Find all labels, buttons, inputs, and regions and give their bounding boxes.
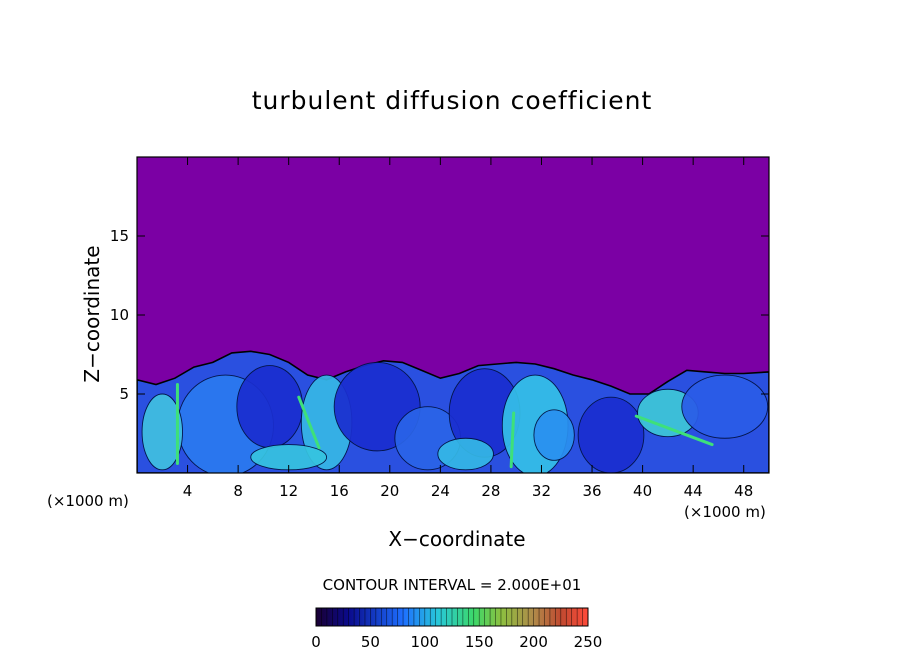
x-tick-label: 44 <box>684 482 703 500</box>
eddy-8 <box>577 396 645 473</box>
chart-title: turbulent diffusion coefficient <box>251 86 653 115</box>
x-tick-label: 36 <box>582 482 601 500</box>
x-axis-label: X−coordinate <box>388 527 526 551</box>
y-tick-label: 5 <box>119 385 129 403</box>
x-tick-label: 24 <box>431 482 450 500</box>
eddy-7 <box>533 409 575 461</box>
colorbar-tick-labels: 0 50 100 150 200 250 <box>311 633 602 651</box>
x-tick-label: 40 <box>633 482 652 500</box>
colorbar-tick-label: 200 <box>519 633 548 651</box>
x-tick-label: 4 <box>183 482 193 500</box>
eddy-12 <box>437 437 494 471</box>
turbulent-layer <box>137 350 769 473</box>
eddy-1 <box>236 365 304 449</box>
y-tick-label: 10 <box>110 306 129 324</box>
high-diffusion-streak-2 <box>509 411 516 469</box>
plot-area <box>136 156 770 474</box>
colorbar-tick-label: 100 <box>410 633 439 651</box>
x-tick-label: 8 <box>233 482 243 500</box>
x-tick-label: 28 <box>481 482 500 500</box>
x-tick-label: 12 <box>279 482 298 500</box>
colorbar-tick-label: 0 <box>311 633 321 651</box>
eddy-10 <box>681 374 769 439</box>
x-unit-label-left: (×1000 m) <box>47 492 129 510</box>
x-tick-label: 32 <box>532 482 551 500</box>
x-tick-label: 20 <box>380 482 399 500</box>
colorbar-contour-lines <box>321 608 583 626</box>
contour-interval-text: CONTOUR INTERVAL = 2.000E+01 <box>322 576 582 594</box>
high-diffusion-streak-1 <box>634 414 714 447</box>
x-tick-label: 48 <box>734 482 753 500</box>
x-unit-label-right: (×1000 m) <box>684 503 766 521</box>
colorbar-tick-label: 150 <box>465 633 494 651</box>
y-tick-label: 15 <box>110 227 129 245</box>
x-tick-label: 16 <box>330 482 349 500</box>
high-diffusion-streak-3 <box>297 395 321 450</box>
y-axis-label: Z−coordinate <box>80 245 104 383</box>
eddy-11 <box>141 393 183 471</box>
colorbar-tick-label: 250 <box>574 633 603 651</box>
colorbar: 0 50 100 150 200 250 <box>311 607 602 651</box>
colorbar-tick-label: 50 <box>361 633 380 651</box>
